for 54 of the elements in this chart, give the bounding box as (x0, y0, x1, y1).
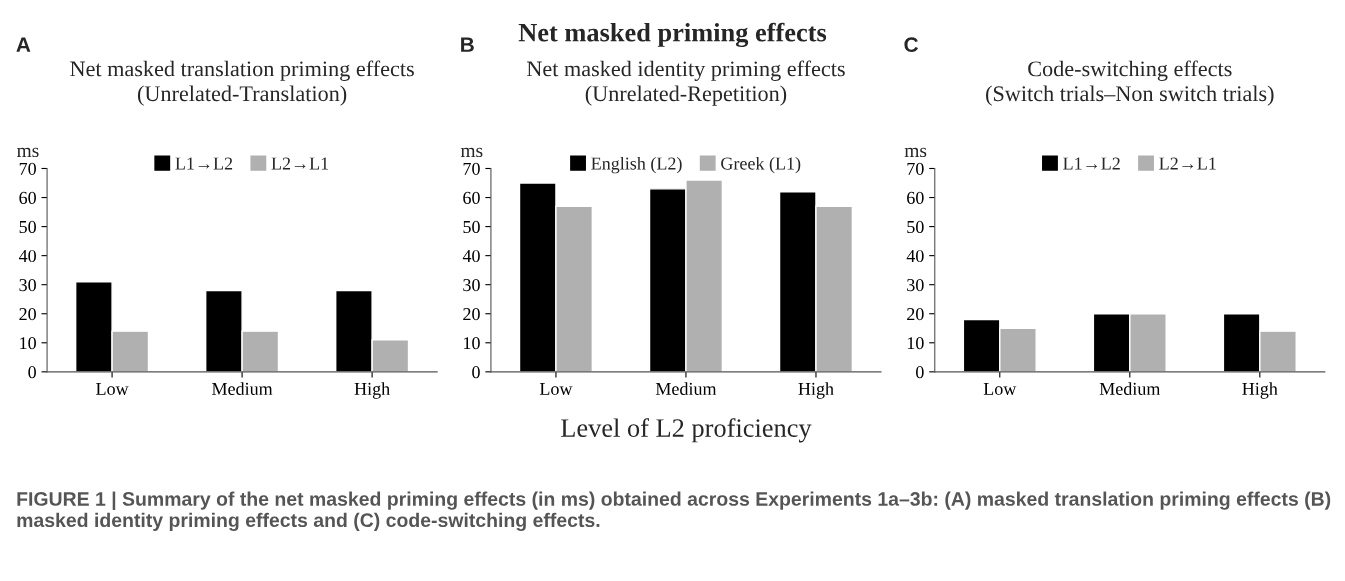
y-tick-label: 40 (462, 249, 480, 263)
y-tick-label: 20 (907, 308, 924, 321)
legend-label: L2→L1 (271, 157, 329, 170)
y-tick-label: 50 (907, 220, 924, 234)
y-tick-label: 70 (463, 162, 480, 175)
x-tick-label: High (1242, 382, 1278, 399)
y-tick-label: 60 (463, 191, 480, 204)
text: Net masked priming effects (518, 22, 827, 48)
x-tick-label: Low (983, 382, 1017, 395)
x-tick-label: Medium (1099, 382, 1161, 395)
y-tick-label: 20 (19, 308, 36, 321)
text: A (16, 37, 31, 52)
x-tick-label: Medium (655, 382, 717, 395)
y-tick-label: 20 (463, 308, 480, 321)
legend-label: L1→L2 (175, 157, 233, 170)
y-tick-label: 10 (20, 337, 36, 350)
chart-subtitle: (Switch trials–Non switch trials) (986, 85, 1274, 106)
y-tick-label: 0 (916, 366, 924, 379)
caption: FIGURE 1 | Summary of the net masked priming effects (in ms) obtained across Experiments 1a–3b: (A) masked translation priming effects (B) masked identity priming effects and (C) code-switching effects. (17, 491, 1331, 531)
chart-title: Net masked identity priming effects (526, 60, 845, 81)
y-tick-label: 10 (907, 337, 924, 350)
y-tick-label: 70 (19, 162, 36, 175)
x-tick-label: High (798, 382, 834, 399)
x-axis-title: Level of L2 proficiency (561, 418, 812, 443)
y-tick-label: 30 (907, 278, 924, 292)
y-axis-title: ms (16, 147, 39, 158)
chart-title: Net masked translation priming effects (70, 60, 414, 81)
x-tick-label: High (354, 382, 390, 399)
y-tick-label: 30 (19, 278, 36, 292)
y-tick-label: 60 (19, 191, 36, 204)
chart-subtitle: (Unrelated-Translation) (137, 85, 347, 106)
y-tick-label: 0 (472, 366, 480, 379)
chart-subtitle: (Unrelated-Repetition) (585, 85, 787, 106)
chart-title: Code-switching effects (1028, 60, 1232, 81)
legend-label: L2→L1 (1159, 157, 1216, 170)
y-tick-label: 70 (907, 162, 924, 175)
y-tick-label: 0 (28, 366, 36, 379)
legend-label: English (L2) (591, 156, 682, 174)
legend-label: L1→L2 (1063, 157, 1120, 170)
y-tick-label: 50 (19, 220, 36, 234)
y-tick-label: 40 (18, 249, 36, 263)
y-axis-title: ms (904, 147, 927, 158)
y-axis-title: ms (460, 147, 483, 158)
legend-label: Greek (L1) (721, 156, 801, 174)
x-tick-label: Low (96, 382, 129, 395)
text: B (461, 37, 474, 52)
x-tick-label: Medium (212, 382, 273, 395)
y-tick-label: 60 (907, 191, 924, 204)
y-tick-label: 40 (906, 249, 924, 263)
y-tick-label: 10 (464, 337, 480, 350)
text: C (904, 37, 919, 53)
x-tick-label: Low (539, 382, 573, 395)
y-tick-label: 50 (463, 220, 480, 234)
y-tick-label: 30 (463, 278, 480, 292)
